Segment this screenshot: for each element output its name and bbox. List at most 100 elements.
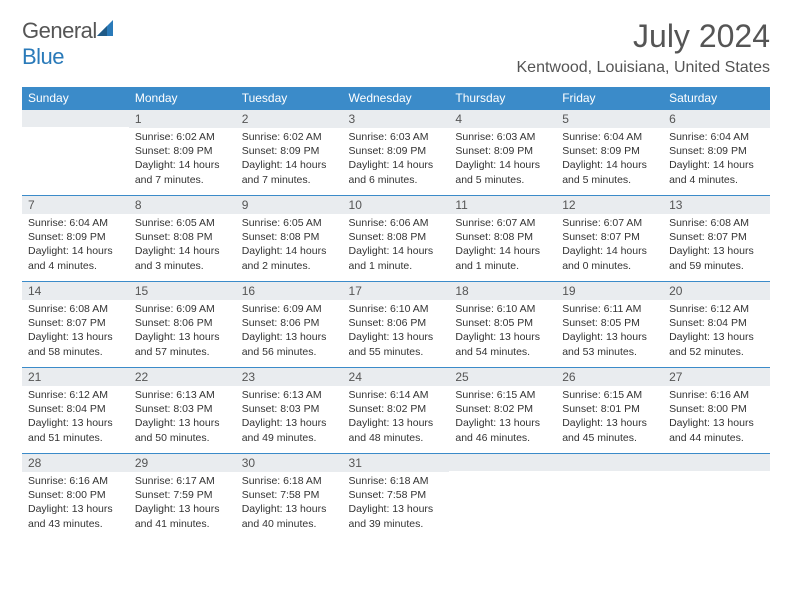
daylight-text: Daylight: 13 hours and 39 minutes. xyxy=(349,502,444,530)
calendar-cell: 1Sunrise: 6:02 AMSunset: 8:09 PMDaylight… xyxy=(129,110,236,196)
daylight-text: Daylight: 13 hours and 56 minutes. xyxy=(242,330,337,358)
cell-body: Sunrise: 6:07 AMSunset: 8:07 PMDaylight:… xyxy=(556,214,663,277)
sunrise-text: Sunrise: 6:17 AM xyxy=(135,474,230,488)
daylight-text: Daylight: 13 hours and 43 minutes. xyxy=(28,502,123,530)
calendar-row: 28Sunrise: 6:16 AMSunset: 8:00 PMDayligh… xyxy=(22,454,770,540)
sunrise-text: Sunrise: 6:02 AM xyxy=(242,130,337,144)
cell-body: Sunrise: 6:14 AMSunset: 8:02 PMDaylight:… xyxy=(343,386,450,449)
daylight-text: Daylight: 13 hours and 59 minutes. xyxy=(669,244,764,272)
daylight-text: Daylight: 13 hours and 49 minutes. xyxy=(242,416,337,444)
cell-body: Sunrise: 6:02 AMSunset: 8:09 PMDaylight:… xyxy=(129,128,236,191)
sunset-text: Sunset: 8:06 PM xyxy=(349,316,444,330)
cell-body: Sunrise: 6:04 AMSunset: 8:09 PMDaylight:… xyxy=(663,128,770,191)
calendar-cell xyxy=(663,454,770,540)
day-number: 9 xyxy=(236,196,343,214)
daylight-text: Daylight: 13 hours and 51 minutes. xyxy=(28,416,123,444)
cell-body: Sunrise: 6:03 AMSunset: 8:09 PMDaylight:… xyxy=(449,128,556,191)
sunset-text: Sunset: 8:09 PM xyxy=(28,230,123,244)
day-number: 19 xyxy=(556,282,663,300)
cell-body: Sunrise: 6:18 AMSunset: 7:58 PMDaylight:… xyxy=(236,472,343,535)
day-number: 30 xyxy=(236,454,343,472)
calendar-cell xyxy=(556,454,663,540)
sunset-text: Sunset: 8:06 PM xyxy=(135,316,230,330)
daylight-text: Daylight: 13 hours and 53 minutes. xyxy=(562,330,657,358)
sunrise-text: Sunrise: 6:08 AM xyxy=(28,302,123,316)
day-number: 26 xyxy=(556,368,663,386)
sunrise-text: Sunrise: 6:07 AM xyxy=(562,216,657,230)
daylight-text: Daylight: 13 hours and 45 minutes. xyxy=(562,416,657,444)
cell-body: Sunrise: 6:16 AMSunset: 8:00 PMDaylight:… xyxy=(22,472,129,535)
calendar-cell: 8Sunrise: 6:05 AMSunset: 8:08 PMDaylight… xyxy=(129,196,236,282)
daylight-text: Daylight: 14 hours and 1 minute. xyxy=(349,244,444,272)
sunset-text: Sunset: 8:02 PM xyxy=(455,402,550,416)
sunrise-text: Sunrise: 6:14 AM xyxy=(349,388,444,402)
day-number: 18 xyxy=(449,282,556,300)
cell-body: Sunrise: 6:09 AMSunset: 8:06 PMDaylight:… xyxy=(236,300,343,363)
sunset-text: Sunset: 8:05 PM xyxy=(455,316,550,330)
sunrise-text: Sunrise: 6:05 AM xyxy=(135,216,230,230)
day-number: 13 xyxy=(663,196,770,214)
brand-part1: General xyxy=(22,18,97,43)
cell-body: Sunrise: 6:06 AMSunset: 8:08 PMDaylight:… xyxy=(343,214,450,277)
calendar-cell: 16Sunrise: 6:09 AMSunset: 8:06 PMDayligh… xyxy=(236,282,343,368)
daylight-text: Daylight: 13 hours and 58 minutes. xyxy=(28,330,123,358)
sunset-text: Sunset: 8:07 PM xyxy=(562,230,657,244)
sunset-text: Sunset: 8:03 PM xyxy=(135,402,230,416)
brand-logo: GeneralBlue xyxy=(22,18,117,70)
daylight-text: Daylight: 13 hours and 55 minutes. xyxy=(349,330,444,358)
calendar-cell: 10Sunrise: 6:06 AMSunset: 8:08 PMDayligh… xyxy=(343,196,450,282)
day-number: 1 xyxy=(129,110,236,128)
daylight-text: Daylight: 13 hours and 50 minutes. xyxy=(135,416,230,444)
calendar-cell: 23Sunrise: 6:13 AMSunset: 8:03 PMDayligh… xyxy=(236,368,343,454)
sunrise-text: Sunrise: 6:05 AM xyxy=(242,216,337,230)
sunset-text: Sunset: 7:58 PM xyxy=(242,488,337,502)
calendar-cell: 28Sunrise: 6:16 AMSunset: 8:00 PMDayligh… xyxy=(22,454,129,540)
daylight-text: Daylight: 14 hours and 4 minutes. xyxy=(669,158,764,186)
cell-body: Sunrise: 6:15 AMSunset: 8:02 PMDaylight:… xyxy=(449,386,556,449)
day-number: 11 xyxy=(449,196,556,214)
sunrise-text: Sunrise: 6:04 AM xyxy=(562,130,657,144)
day-number: 7 xyxy=(22,196,129,214)
calendar-cell: 30Sunrise: 6:18 AMSunset: 7:58 PMDayligh… xyxy=(236,454,343,540)
sunrise-text: Sunrise: 6:09 AM xyxy=(242,302,337,316)
sunset-text: Sunset: 8:08 PM xyxy=(349,230,444,244)
cell-body: Sunrise: 6:05 AMSunset: 8:08 PMDaylight:… xyxy=(129,214,236,277)
sunset-text: Sunset: 8:04 PM xyxy=(669,316,764,330)
day-number: 8 xyxy=(129,196,236,214)
calendar-cell: 9Sunrise: 6:05 AMSunset: 8:08 PMDaylight… xyxy=(236,196,343,282)
calendar-cell: 5Sunrise: 6:04 AMSunset: 8:09 PMDaylight… xyxy=(556,110,663,196)
sunrise-text: Sunrise: 6:13 AM xyxy=(242,388,337,402)
weekday-header: Sunday xyxy=(22,87,129,110)
calendar-cell: 12Sunrise: 6:07 AMSunset: 8:07 PMDayligh… xyxy=(556,196,663,282)
sunrise-text: Sunrise: 6:16 AM xyxy=(669,388,764,402)
daylight-text: Daylight: 14 hours and 0 minutes. xyxy=(562,244,657,272)
sunrise-text: Sunrise: 6:06 AM xyxy=(349,216,444,230)
weekday-header: Monday xyxy=(129,87,236,110)
cell-body: Sunrise: 6:09 AMSunset: 8:06 PMDaylight:… xyxy=(129,300,236,363)
cell-body: Sunrise: 6:15 AMSunset: 8:01 PMDaylight:… xyxy=(556,386,663,449)
sunrise-text: Sunrise: 6:15 AM xyxy=(455,388,550,402)
daylight-text: Daylight: 14 hours and 2 minutes. xyxy=(242,244,337,272)
calendar-cell: 19Sunrise: 6:11 AMSunset: 8:05 PMDayligh… xyxy=(556,282,663,368)
day-number: 10 xyxy=(343,196,450,214)
day-number: 20 xyxy=(663,282,770,300)
calendar-cell: 13Sunrise: 6:08 AMSunset: 8:07 PMDayligh… xyxy=(663,196,770,282)
cell-body: Sunrise: 6:13 AMSunset: 8:03 PMDaylight:… xyxy=(236,386,343,449)
daylight-text: Daylight: 14 hours and 4 minutes. xyxy=(28,244,123,272)
brand-part2: Blue xyxy=(22,44,64,69)
cell-body: Sunrise: 6:10 AMSunset: 8:06 PMDaylight:… xyxy=(343,300,450,363)
sunrise-text: Sunrise: 6:11 AM xyxy=(562,302,657,316)
sunset-text: Sunset: 8:00 PM xyxy=(28,488,123,502)
daylight-text: Daylight: 14 hours and 7 minutes. xyxy=(135,158,230,186)
day-number: 14 xyxy=(22,282,129,300)
weekday-header: Saturday xyxy=(663,87,770,110)
cell-body: Sunrise: 6:18 AMSunset: 7:58 PMDaylight:… xyxy=(343,472,450,535)
daylight-text: Daylight: 13 hours and 52 minutes. xyxy=(669,330,764,358)
calendar-cell: 11Sunrise: 6:07 AMSunset: 8:08 PMDayligh… xyxy=(449,196,556,282)
sunset-text: Sunset: 8:02 PM xyxy=(349,402,444,416)
sunrise-text: Sunrise: 6:18 AM xyxy=(242,474,337,488)
calendar-row: 14Sunrise: 6:08 AMSunset: 8:07 PMDayligh… xyxy=(22,282,770,368)
day-number: 17 xyxy=(343,282,450,300)
daylight-text: Daylight: 13 hours and 41 minutes. xyxy=(135,502,230,530)
daylight-text: Daylight: 13 hours and 48 minutes. xyxy=(349,416,444,444)
